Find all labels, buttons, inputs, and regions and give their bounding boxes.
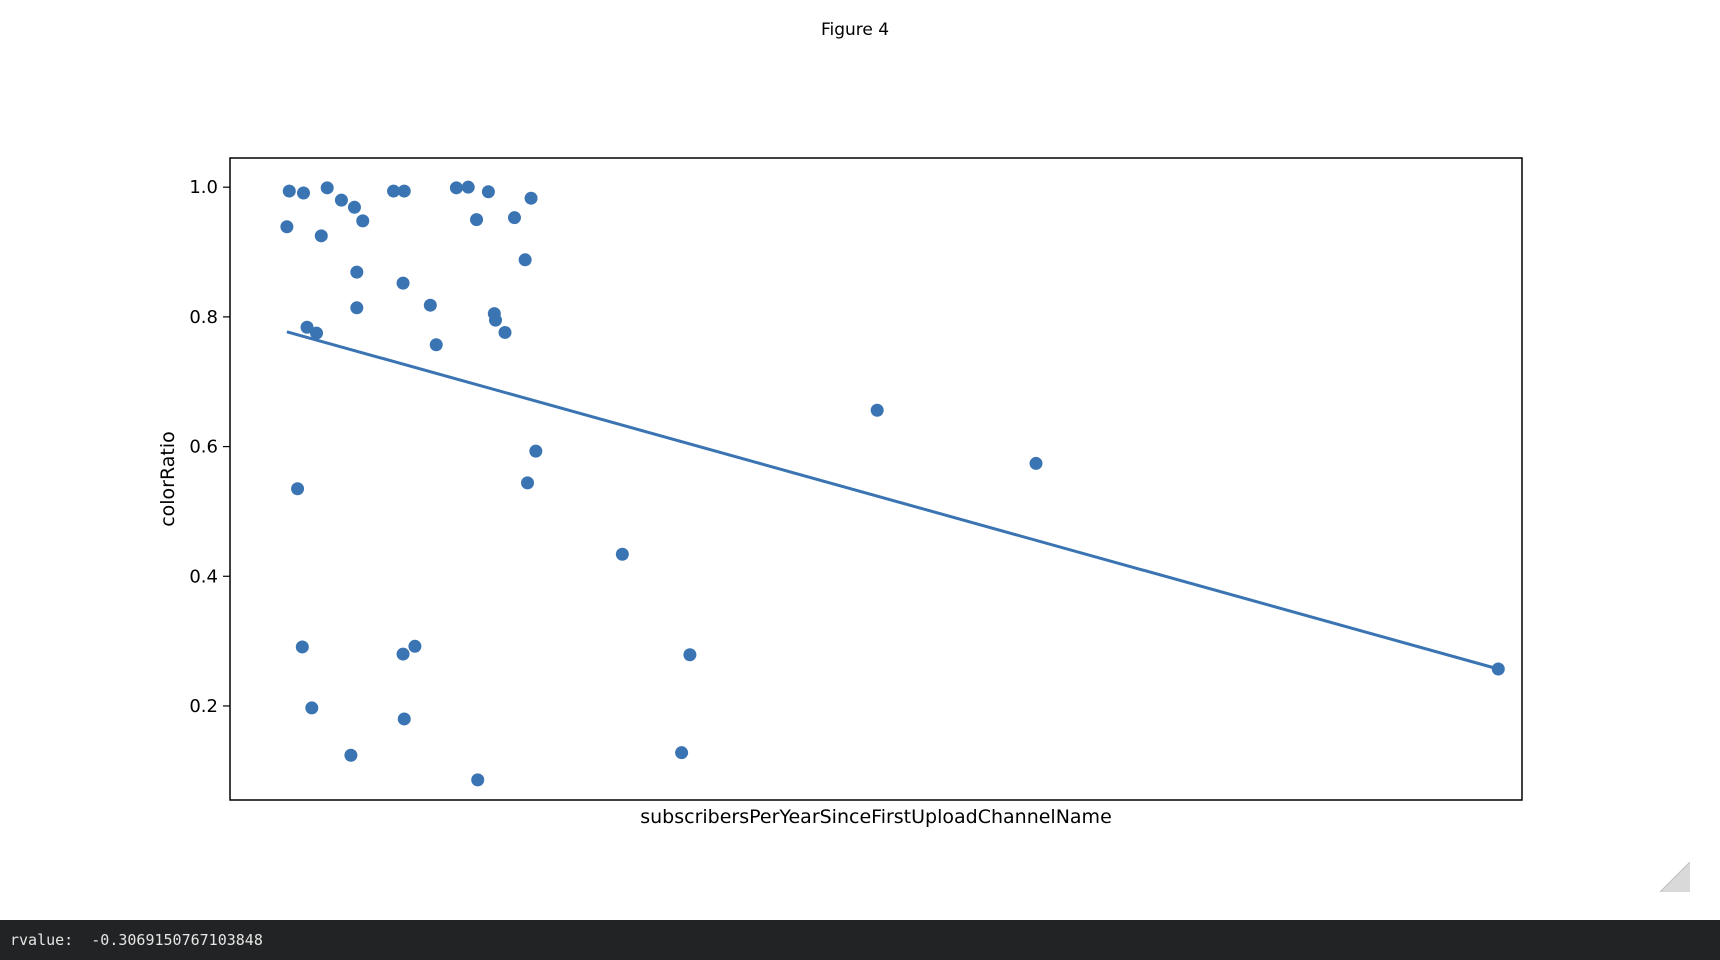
data-point [387, 184, 401, 198]
data-point [423, 298, 437, 312]
y-tick-label: 1.0 [189, 177, 218, 198]
data-point [347, 200, 361, 214]
x-axis-label: subscribersPerYearSinceFirstUploadChanne… [640, 806, 1112, 828]
data-point [310, 326, 324, 340]
data-point [683, 648, 697, 662]
plot-frame [229, 157, 1523, 801]
data-point [471, 773, 485, 787]
data-point [481, 185, 495, 199]
y-tick-label: 0.8 [189, 307, 218, 328]
data-point [334, 193, 348, 207]
data-point [396, 647, 410, 661]
data-point [524, 191, 538, 205]
data-point [870, 403, 884, 417]
resize-grip-icon[interactable] [1660, 862, 1690, 892]
data-point [675, 746, 689, 760]
y-axis-label: colorRatio [157, 431, 179, 527]
figure-title: Figure 4 [820, 20, 890, 40]
data-point [344, 748, 358, 762]
data-point [291, 482, 305, 496]
data-point [521, 476, 535, 490]
scatter-chart: 0.2 0.4 0.6 0.8 1.0 subscribersPerYearSinceF… [157, 157, 1523, 828]
data-point [296, 186, 310, 200]
data-points [280, 180, 1505, 787]
data-point [449, 181, 463, 195]
data-point [507, 211, 521, 225]
data-point [489, 313, 503, 327]
data-point [461, 180, 475, 194]
data-point [295, 640, 309, 654]
data-point [320, 181, 334, 195]
y-tick-label: 0.6 [189, 437, 218, 458]
data-point [529, 444, 543, 458]
console-label: rvalue: [10, 931, 83, 949]
data-point [397, 712, 411, 726]
rvalue-text: -0.3069150767103848 [91, 931, 263, 949]
y-axis: 0.2 0.4 0.6 0.8 1.0 [189, 177, 230, 717]
data-point [305, 701, 319, 715]
data-point [397, 184, 411, 198]
y-tick-label: 0.2 [189, 696, 218, 717]
trend-line [286, 330, 1499, 671]
y-tick-label: 0.4 [189, 566, 218, 587]
data-point [615, 547, 629, 561]
data-point [1491, 662, 1505, 676]
data-point [300, 320, 314, 334]
data-point [396, 276, 410, 290]
data-point [350, 265, 364, 279]
data-point [408, 639, 422, 653]
data-point [518, 253, 532, 267]
data-point [498, 325, 512, 339]
data-point [470, 213, 484, 227]
console-output: rvalue: -0.3069150767103848 [0, 920, 1720, 960]
data-point [280, 220, 294, 234]
data-point [314, 229, 328, 243]
data-point [356, 214, 370, 228]
data-point [350, 301, 364, 315]
data-point [1029, 456, 1043, 470]
data-point [282, 184, 296, 198]
data-point [429, 338, 443, 352]
